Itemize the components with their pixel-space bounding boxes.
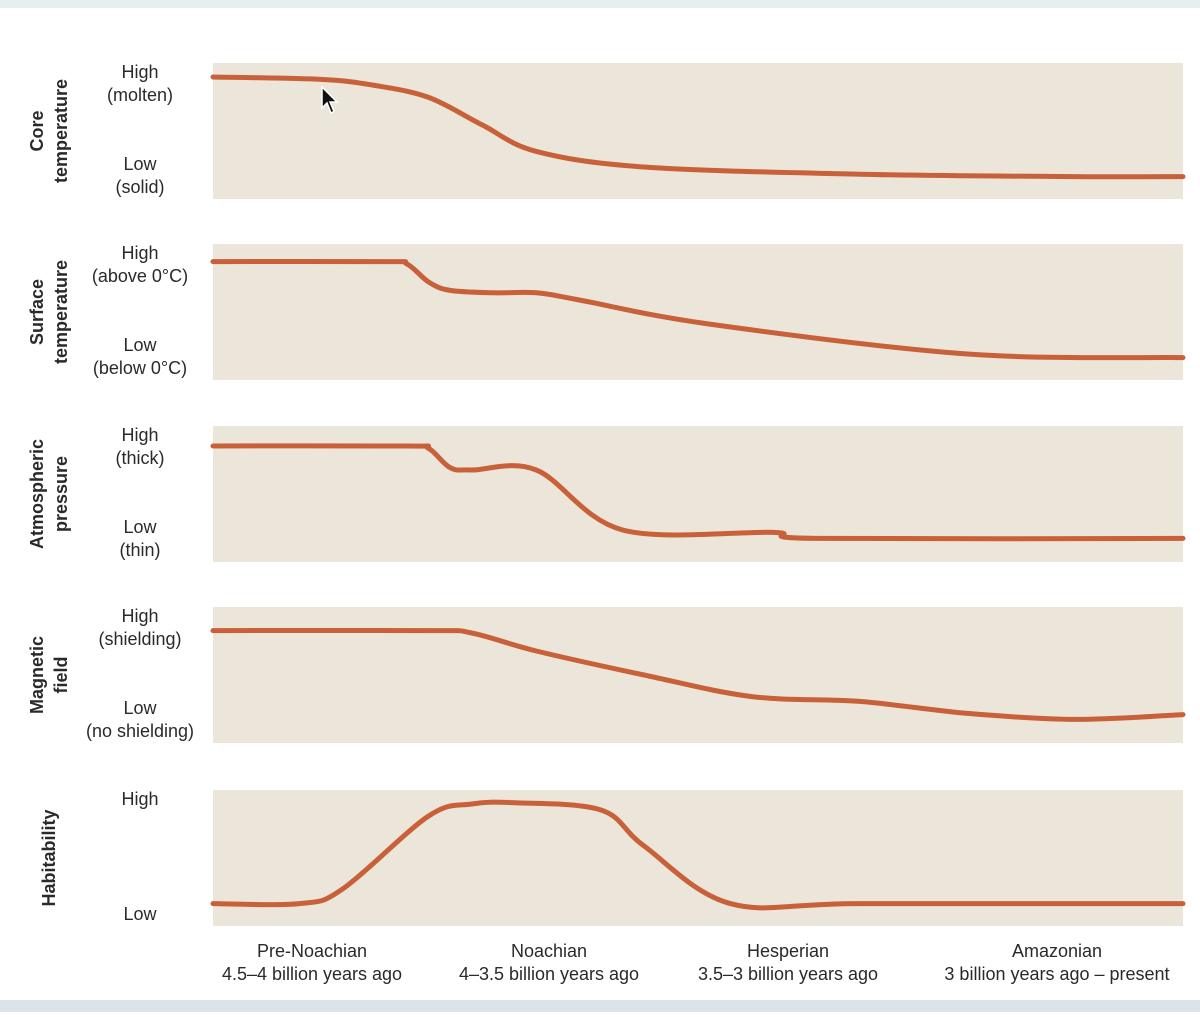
period-name-label: Amazonian — [1012, 941, 1102, 961]
series-label: Atmospheric — [27, 439, 47, 549]
magnetic-field-high-label: High — [121, 606, 158, 626]
series-label: Surface — [27, 279, 47, 345]
magnetic-field-curve — [210, 627, 1186, 722]
series-label: field — [51, 656, 71, 693]
surface-temperature-high-label: (above 0°C) — [92, 266, 188, 286]
series-label: Magnetic — [27, 636, 47, 714]
period-range-label: 4–3.5 billion years ago — [459, 964, 639, 984]
period-name-label: Noachian — [511, 941, 587, 961]
surface-temperature-high-label: High — [121, 243, 158, 263]
period-range-label: 4.5–4 billion years ago — [222, 964, 402, 984]
period-name-label: Pre-Noachian — [257, 941, 367, 961]
period-range-label: 3.5–3 billion years ago — [698, 964, 878, 984]
magnetic-field-low-label: Low — [123, 698, 157, 718]
core-temperature-curve — [210, 74, 1186, 180]
core-temperature-low-label: Low — [123, 154, 157, 174]
habitability-high-label: High — [121, 789, 158, 809]
period-range-label: 3 billion years ago – present — [944, 964, 1169, 984]
surface-temperature-low-label: Low — [123, 335, 157, 355]
window-top-edge — [0, 0, 1200, 8]
mouse-pointer-icon — [321, 86, 339, 115]
core-temperature-high-label: (molten) — [107, 85, 173, 105]
magnetic-field-low-label: (no shielding) — [86, 721, 194, 741]
atmospheric-pressure-low-label: Low — [123, 517, 157, 537]
core-temperature-low-label: (solid) — [115, 177, 164, 197]
atmospheric-pressure-curve — [210, 443, 1186, 542]
atmospheric-pressure-high-label: High — [121, 425, 158, 445]
magnetic-field-high-label: (shielding) — [98, 629, 181, 649]
window-bottom-edge — [0, 1000, 1200, 1012]
series-label: temperature — [51, 260, 71, 364]
surface-temperature-low-label: (below 0°C) — [93, 358, 187, 378]
magnetic-field-panel — [213, 607, 1183, 743]
atmospheric-pressure-high-label: (thick) — [116, 448, 165, 468]
series-label: temperature — [51, 79, 71, 183]
series-label: Habitability — [39, 809, 59, 906]
series-label: Core — [27, 110, 47, 151]
habitability-curve — [210, 799, 1186, 911]
surface-temperature-panel — [213, 244, 1183, 380]
core-temperature-high-label: High — [121, 62, 158, 82]
habitability-low-label: Low — [123, 904, 157, 924]
surface-temperature-curve — [210, 258, 1186, 361]
period-name-label: Hesperian — [747, 941, 829, 961]
series-label: pressure — [51, 456, 71, 532]
atmospheric-pressure-low-label: (thin) — [119, 540, 160, 560]
